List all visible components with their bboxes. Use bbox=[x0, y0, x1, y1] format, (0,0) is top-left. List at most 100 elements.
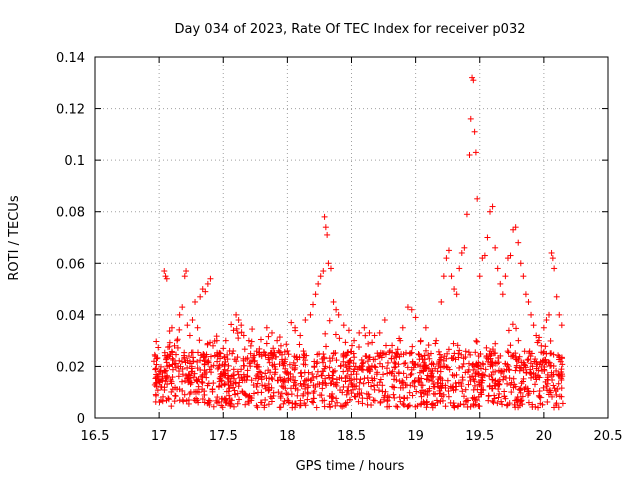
data-point bbox=[471, 128, 478, 135]
data-point bbox=[230, 327, 237, 334]
data-point bbox=[466, 151, 473, 158]
y-tick-label: 0.14 bbox=[56, 51, 85, 66]
data-point bbox=[481, 252, 488, 259]
data-point bbox=[202, 288, 209, 295]
data-point bbox=[307, 311, 314, 318]
data-point bbox=[443, 255, 450, 262]
tick-layer: 16.5 17 17.5 18 18.5 19 19.5 20 20.5 0 0.02 0.04 0.0… bbox=[56, 51, 622, 444]
x-tick-label: 18 bbox=[279, 429, 296, 444]
data-point bbox=[522, 291, 529, 298]
data-point bbox=[312, 291, 319, 298]
data-point bbox=[371, 332, 378, 339]
data-point bbox=[161, 268, 168, 275]
data-point bbox=[333, 306, 340, 313]
data-point bbox=[207, 275, 214, 282]
x-tick-label: 19 bbox=[407, 429, 424, 444]
data-point bbox=[340, 322, 347, 329]
data-point bbox=[310, 301, 317, 308]
data-point bbox=[445, 247, 452, 254]
data-point bbox=[440, 273, 447, 280]
data-point bbox=[192, 298, 199, 305]
data-point bbox=[366, 329, 373, 336]
data-point bbox=[186, 332, 193, 339]
x-tick-label: 16.5 bbox=[81, 429, 110, 444]
data-point bbox=[288, 319, 295, 326]
data-point bbox=[499, 291, 506, 298]
data-point bbox=[528, 311, 535, 318]
data-point bbox=[476, 273, 483, 280]
data-point bbox=[551, 265, 558, 272]
x-tick-label: 17 bbox=[151, 429, 168, 444]
data-point bbox=[433, 337, 440, 344]
data-point bbox=[520, 273, 527, 280]
data-point bbox=[512, 224, 519, 231]
data-point bbox=[327, 265, 334, 272]
data-point bbox=[504, 255, 511, 262]
x-axis-title: GPS time / hours bbox=[296, 459, 405, 474]
data-point bbox=[510, 226, 517, 233]
data-point bbox=[469, 74, 476, 81]
data-point bbox=[245, 337, 252, 344]
data-point bbox=[515, 239, 522, 246]
data-point bbox=[458, 249, 465, 256]
data-point bbox=[194, 324, 201, 331]
data-point bbox=[448, 273, 455, 280]
data-point bbox=[153, 355, 160, 362]
data-point bbox=[484, 234, 491, 241]
data-point bbox=[222, 337, 229, 344]
data-point bbox=[171, 342, 178, 349]
data-point bbox=[492, 244, 499, 251]
data-point bbox=[204, 280, 211, 287]
y-tick-label: 0.06 bbox=[56, 257, 85, 272]
y-axis-title: ROTI / TECUs bbox=[7, 195, 22, 280]
data-point bbox=[472, 149, 479, 156]
data-point bbox=[274, 337, 281, 344]
data-point bbox=[502, 273, 509, 280]
data-point bbox=[238, 322, 245, 329]
data-point bbox=[470, 77, 477, 84]
data-point bbox=[263, 324, 270, 331]
data-point bbox=[412, 314, 419, 321]
y-tick-label: 0.08 bbox=[56, 206, 85, 221]
data-point bbox=[546, 311, 553, 318]
data-point bbox=[335, 311, 342, 318]
data-point bbox=[422, 324, 429, 331]
data-point bbox=[317, 273, 324, 280]
data-point bbox=[351, 337, 358, 344]
data-point bbox=[233, 311, 240, 318]
data-point bbox=[315, 280, 322, 287]
data-point bbox=[517, 260, 524, 267]
data-point bbox=[322, 224, 329, 231]
data-point bbox=[404, 304, 411, 311]
data-point bbox=[399, 324, 406, 331]
y-tick-label: 0.04 bbox=[56, 309, 85, 324]
data-point bbox=[162, 273, 169, 280]
data-point bbox=[376, 329, 383, 336]
data-point bbox=[463, 211, 470, 218]
x-tick-label: 17.5 bbox=[209, 429, 238, 444]
data-point bbox=[558, 322, 565, 329]
y-tick-label: 0.02 bbox=[56, 360, 85, 375]
data-point bbox=[197, 293, 204, 300]
chart-title: Day 034 of 2023, Rate Of TEC Index for r… bbox=[175, 22, 526, 37]
x-tick-label: 19.5 bbox=[465, 429, 494, 444]
data-point bbox=[543, 317, 550, 324]
data-point bbox=[467, 115, 474, 122]
data-point bbox=[507, 252, 514, 259]
x-tick-label: 18.5 bbox=[337, 429, 366, 444]
y-tick-label: 0.12 bbox=[56, 103, 85, 118]
data-point bbox=[540, 324, 547, 331]
data-point bbox=[538, 342, 545, 349]
data-point bbox=[494, 265, 501, 272]
data-point bbox=[268, 329, 275, 336]
data-point bbox=[189, 317, 196, 324]
data-point bbox=[209, 342, 216, 349]
data-point bbox=[479, 255, 486, 262]
data-point bbox=[474, 195, 481, 202]
dense-point-cloud bbox=[151, 317, 566, 411]
data-point bbox=[184, 322, 191, 329]
data-point bbox=[183, 268, 190, 275]
data-point bbox=[553, 293, 560, 300]
data-point bbox=[321, 213, 328, 220]
